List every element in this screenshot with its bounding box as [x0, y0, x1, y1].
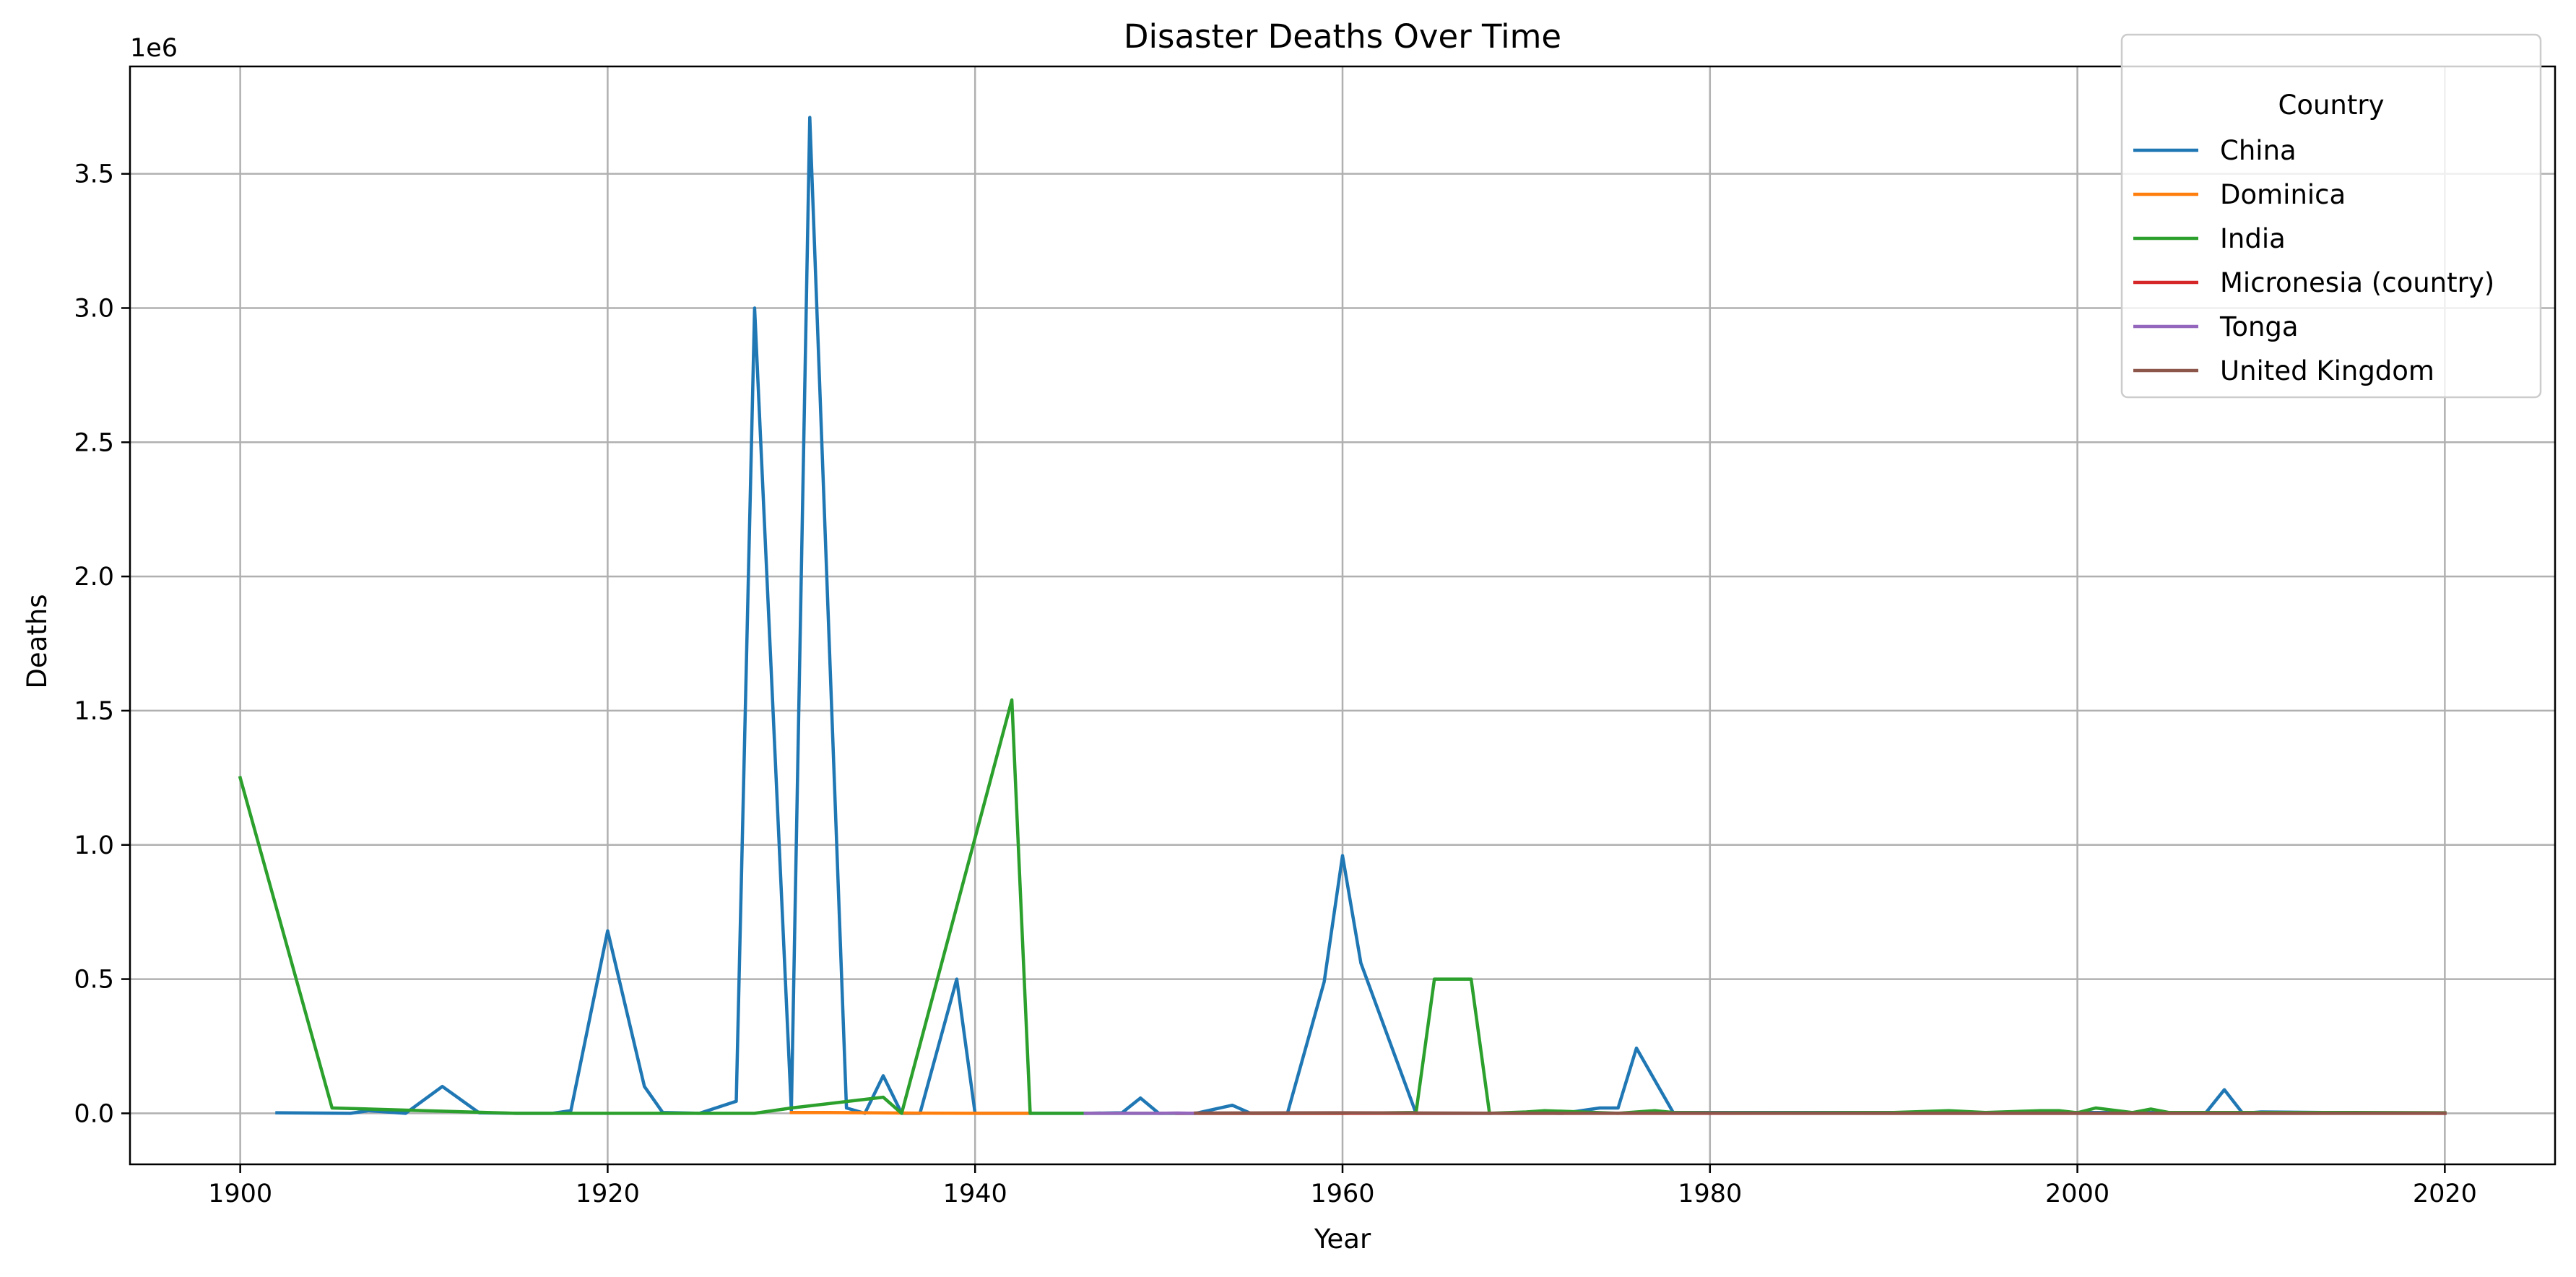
y-tick-label: 0.5	[74, 966, 114, 995]
legend-label-china: China	[2220, 135, 2297, 166]
legend-box	[2120, 33, 2542, 399]
series-line-dominica	[789, 1111, 1032, 1115]
x-axis-label: Year	[1314, 1224, 1371, 1255]
y-tick-label: 1.0	[74, 831, 114, 860]
legend-label-united-kingdom: United Kingdom	[2220, 355, 2434, 386]
legend-title: Country	[2278, 90, 2385, 121]
x-tick-label: 1900	[208, 1179, 272, 1208]
x-tick-label: 1920	[576, 1179, 640, 1208]
y-axis-label: Deaths	[22, 594, 53, 688]
x-tick-label: 2000	[2045, 1179, 2109, 1208]
legend-label-india: India	[2220, 223, 2286, 254]
y-tick-label: 3.5	[74, 160, 114, 189]
series-line-united-kingdom	[1194, 1111, 2447, 1115]
y-axis-ticks: 0.0 0.5 1.0 1.5 2.0 2.5 3.0 3.5	[74, 160, 130, 1128]
x-tick-label: 1980	[1678, 1179, 1742, 1208]
x-tick-label: 1940	[943, 1179, 1007, 1208]
legend-items: China Dominica India Micronesia (country) To…	[2133, 135, 2494, 386]
x-axis-ticks: 1900 1920 1940 1960 1980 2000 2020	[208, 1164, 2477, 1208]
legend: Country China Dominica India Micronesia (co…	[2120, 33, 2542, 399]
y-axis-offset-label: 1e6	[130, 34, 178, 63]
legend-label-micronesia-country: Micronesia (country)	[2220, 267, 2494, 298]
y-tick-label: 2.5	[74, 428, 114, 457]
series-line-china	[275, 116, 2447, 1115]
y-tick-label: 1.5	[74, 697, 114, 726]
chart-title: Disaster Deaths Over Time	[1124, 17, 1561, 56]
x-tick-label: 2020	[2413, 1179, 2477, 1208]
legend-label-tonga: Tonga	[2219, 311, 2299, 342]
x-tick-label: 1960	[1310, 1179, 1374, 1208]
y-tick-label: 3.0	[74, 294, 114, 323]
legend-label-dominica: Dominica	[2220, 179, 2346, 210]
y-tick-label: 0.0	[74, 1099, 114, 1128]
series-lines	[238, 116, 2447, 1115]
y-tick-label: 2.0	[74, 563, 114, 592]
